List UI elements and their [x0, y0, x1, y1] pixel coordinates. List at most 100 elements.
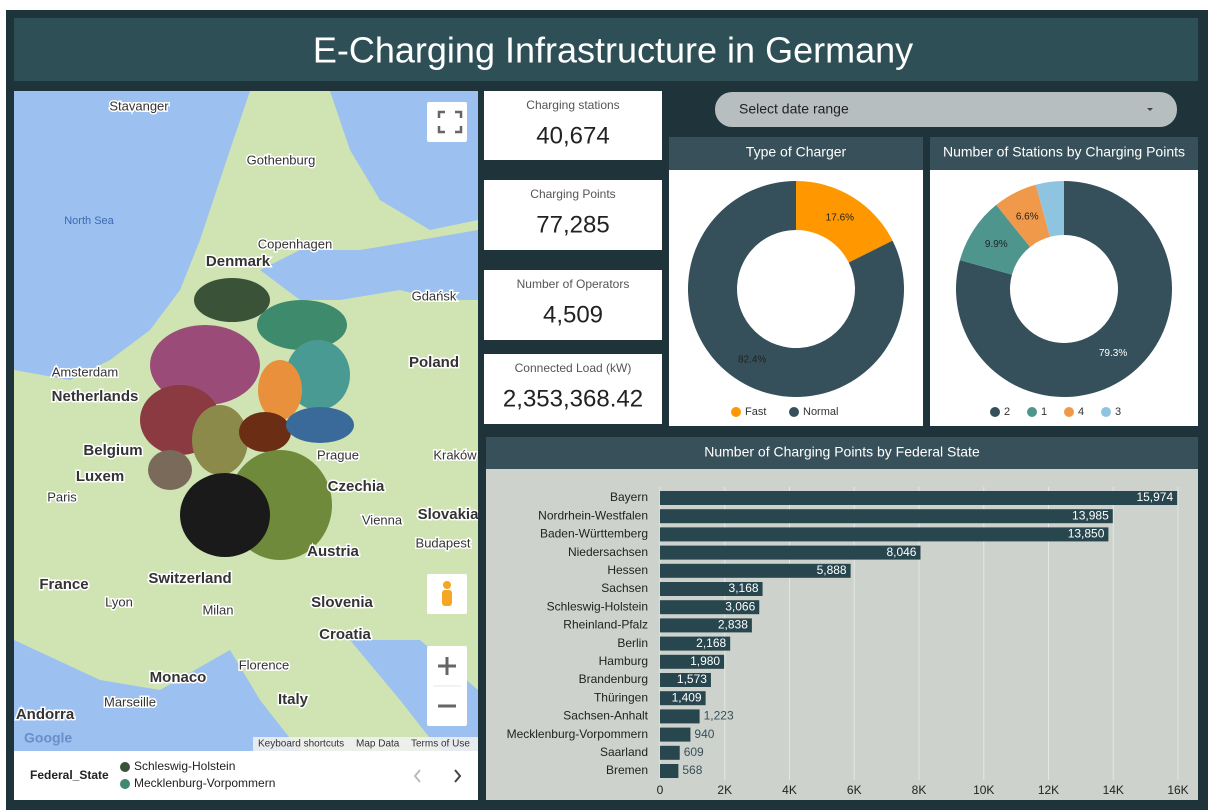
- panel-header: [486, 437, 1198, 469]
- kpi-card: [484, 270, 662, 340]
- map-label: Kraków: [433, 447, 477, 462]
- map-label: Monaco: [150, 669, 207, 686]
- kpi-label: Connected Load (kW): [515, 361, 632, 375]
- charts: Type of Charger 17.6% 82.4% Fast Normal Numbe…: [486, 137, 1198, 800]
- map-label: Gothenburg: [247, 152, 316, 167]
- bar: [660, 491, 1178, 505]
- legend-items: Schleswig-Holstein Mecklenburg-Vorpommern: [120, 759, 275, 790]
- legend-label: Schleswig-Holstein: [134, 759, 235, 773]
- x-tick-label: 4K: [782, 783, 797, 797]
- date-picker[interactable]: [715, 92, 1177, 127]
- mediterranean: [14, 640, 300, 751]
- data-label: 9.9%: [985, 239, 1008, 250]
- map-label: Milan: [202, 602, 233, 617]
- legend-label: 1: [1041, 406, 1047, 418]
- dropdown-arrow: [1147, 108, 1153, 111]
- kpi-cards: Charging stations 40,674 Charging Points 77…: [484, 91, 662, 424]
- bar: [660, 563, 851, 578]
- kpi-value: 2,353,368.42: [503, 385, 643, 412]
- kpi-label: Number of Operators: [517, 277, 630, 291]
- x-tick-label: 0: [657, 783, 664, 797]
- y-tick-label: Sachsen: [601, 581, 648, 595]
- map-link[interactable]: Terms of Use: [411, 739, 470, 750]
- chart-title: Type of Charger: [746, 144, 847, 160]
- data-label: 8,046: [886, 545, 916, 559]
- map-label: Croatia: [319, 626, 371, 643]
- legend-label: Normal: [803, 406, 838, 418]
- legend-swatch: [990, 407, 1000, 417]
- legend-swatch: [1027, 407, 1037, 417]
- pegman-icon: [442, 590, 452, 606]
- map-label: Slovenia: [311, 594, 373, 611]
- data-label: 17.6%: [826, 213, 854, 224]
- attribution-bar: [253, 737, 478, 751]
- data-label: 609: [684, 745, 704, 759]
- kpi-value: 77,285: [536, 211, 609, 238]
- y-tick-label: Saarland: [600, 745, 648, 759]
- panel-header: [930, 137, 1198, 170]
- legend-next[interactable]: [454, 769, 462, 783]
- legend-label: 2: [1004, 406, 1010, 418]
- map-label: Copenhagen: [258, 236, 332, 251]
- legend-title: Federal_State: [30, 768, 109, 782]
- kpi-card: [484, 180, 662, 250]
- data-label: 13,985: [1072, 508, 1109, 522]
- legend-label: 3: [1115, 406, 1121, 418]
- x-tick-label: 2K: [717, 783, 732, 797]
- y-tick-label: Sachsen-Anhalt: [563, 709, 648, 723]
- legend-label: 4: [1078, 406, 1084, 418]
- state-area: [150, 325, 260, 405]
- state-area: [180, 473, 270, 557]
- map-label: Marseille: [104, 694, 156, 709]
- y-tick-label: Thüringen: [594, 690, 648, 704]
- y-tick-label: Hessen: [607, 563, 648, 577]
- baltic-sea: [260, 230, 478, 300]
- map-label: Paris: [47, 489, 77, 504]
- map-label: Switzerland: [148, 570, 231, 587]
- legend-swatch: [1101, 407, 1111, 417]
- map-link[interactable]: Map Data: [356, 739, 400, 750]
- data-label: 1,223: [704, 709, 734, 723]
- map-label: Netherlands: [52, 388, 139, 405]
- zoom-in[interactable]: [438, 657, 456, 675]
- bar: [660, 636, 731, 651]
- state-area: [257, 300, 347, 350]
- map[interactable]: Stavanger Gothenburg North Sea Copenhage…: [14, 91, 479, 751]
- map-label: Prague: [317, 447, 359, 462]
- panel-header: [669, 137, 923, 170]
- data-label: 2,838: [718, 618, 748, 632]
- map-label: Gdańsk: [412, 288, 457, 303]
- x-tick-label: 12K: [1038, 783, 1059, 797]
- bar: [660, 618, 752, 633]
- pegman-icon: [443, 581, 451, 589]
- y-tick-label: Berlin: [617, 636, 648, 650]
- map-label: France: [39, 576, 88, 593]
- kpi-value: 4,509: [543, 301, 603, 328]
- data-label: 13,850: [1068, 527, 1105, 541]
- bar: [660, 582, 763, 596]
- map-label: Florence: [239, 657, 290, 672]
- data-label: 79.3%: [1099, 348, 1127, 359]
- y-tick-label: Bremen: [606, 763, 648, 777]
- legend-swatch: [731, 407, 741, 417]
- map-label: Luxem: [76, 468, 124, 485]
- data-label: 1,409: [672, 690, 702, 704]
- data-label: 1,573: [677, 672, 707, 686]
- chart-title: Number of Charging Points by Federal Sta…: [704, 444, 980, 460]
- y-tick-label: Rheinland-Pfalz: [563, 618, 648, 632]
- map-label: Poland: [409, 354, 459, 371]
- map-label: Italy: [278, 691, 309, 708]
- data-label: 82.4%: [738, 355, 766, 366]
- fullscreen-button[interactable]: [427, 102, 467, 142]
- legend-prev[interactable]: [413, 769, 421, 783]
- data-label: 3,168: [729, 581, 759, 595]
- kpi-card: [484, 354, 662, 424]
- north-sea: [14, 91, 250, 380]
- map-link[interactable]: Keyboard shortcuts: [258, 739, 344, 750]
- bar: [660, 764, 679, 778]
- map-label: Andorra: [16, 706, 75, 723]
- map-label: Denmark: [206, 253, 271, 270]
- state-area: [286, 340, 350, 410]
- bar: [660, 527, 1109, 542]
- bar: [660, 654, 725, 669]
